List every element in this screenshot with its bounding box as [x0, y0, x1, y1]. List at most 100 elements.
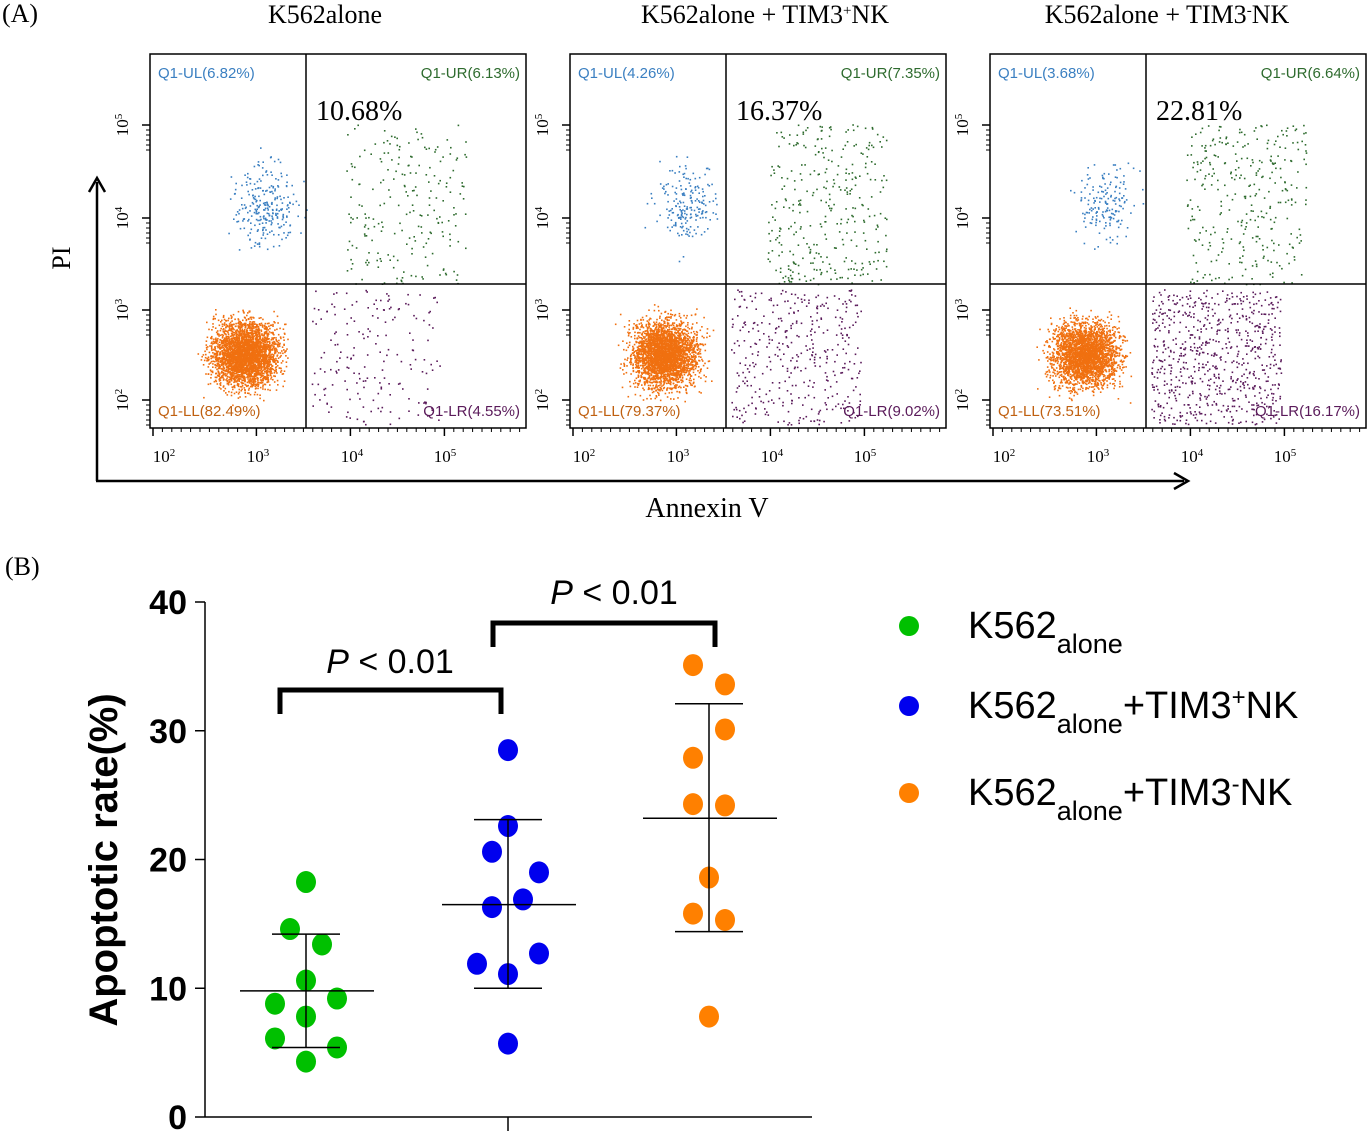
event-dot [802, 133, 805, 135]
event-dot [266, 373, 269, 376]
event-dot [337, 369, 340, 371]
event-dot [850, 239, 853, 242]
event-dot [244, 389, 246, 391]
event-dot [266, 202, 268, 204]
event-dot [380, 386, 383, 389]
event-dot [781, 136, 784, 138]
event-dot [251, 347, 254, 349]
event-dot [241, 347, 244, 349]
event-dot [237, 355, 239, 358]
event-dot [820, 138, 823, 140]
event-dot [212, 318, 215, 321]
event-dot [376, 259, 378, 262]
event-dot [280, 362, 283, 364]
event-dot [700, 213, 703, 215]
event-dot [232, 327, 235, 330]
event-dot [259, 376, 262, 379]
event-dot [236, 366, 238, 368]
event-dot [219, 377, 221, 380]
event-dot [261, 370, 263, 373]
event-dot [276, 350, 278, 353]
event-dots [197, 124, 468, 426]
event-dot [210, 337, 212, 340]
event-dot [389, 143, 391, 145]
event-dot [257, 341, 260, 344]
event-dot [241, 374, 243, 377]
event-dot [880, 279, 882, 281]
event-dot [662, 372, 665, 374]
event-dot [786, 177, 789, 180]
event-dot [270, 324, 273, 326]
event-dot [237, 357, 240, 360]
event-dot [212, 348, 215, 351]
event-dot [792, 261, 795, 263]
event-dot [846, 193, 849, 195]
event-dot [256, 378, 259, 380]
event-dot [215, 339, 217, 341]
event-dot [258, 195, 260, 198]
event-dot [770, 174, 772, 177]
event-dot [245, 354, 247, 356]
event-dot [256, 204, 258, 207]
event-dot [651, 197, 653, 199]
event-dot [819, 223, 822, 225]
event-dot [234, 347, 236, 350]
event-dot [224, 387, 227, 390]
quadrant-lr-label: Q1-LR(4.55%) [423, 403, 520, 420]
event-dot [387, 254, 389, 256]
event-dot [851, 172, 854, 174]
event-dot [256, 374, 259, 376]
event-dot [255, 343, 257, 345]
event-dot [245, 342, 247, 344]
event-dot [221, 352, 223, 354]
event-dot [671, 226, 673, 228]
event-dot [396, 353, 399, 356]
event-dot [234, 318, 236, 321]
event-dot [803, 144, 805, 147]
event-dot [433, 297, 435, 299]
event-dot [433, 209, 435, 212]
event-dot [863, 221, 866, 223]
event-dot [842, 243, 845, 246]
event-dot [266, 233, 269, 235]
event-dot [680, 216, 682, 219]
event-dot [228, 365, 231, 368]
quadrant-ur-label: Q1-UR(6.13%) [421, 65, 520, 82]
event-dot [799, 173, 802, 175]
event-dot [263, 226, 266, 229]
event-dot [250, 382, 252, 385]
event-dot [346, 388, 348, 391]
event-dot [367, 336, 369, 338]
event-dot [255, 357, 257, 359]
event-dot [266, 203, 269, 206]
event-dot [241, 353, 244, 356]
event-dot [246, 184, 248, 186]
event-dot [247, 357, 250, 359]
event-dot [266, 358, 268, 361]
event-dot [673, 327, 676, 330]
event-dot [279, 336, 282, 338]
event-dot [416, 194, 418, 197]
event-dot [262, 378, 265, 380]
event-dot [229, 349, 232, 352]
event-dot [644, 226, 647, 229]
event-dot [852, 129, 855, 132]
event-dot [222, 314, 225, 317]
event-dot [227, 369, 230, 371]
event-dot [372, 218, 375, 220]
event-dot [248, 340, 250, 343]
event-dot [879, 191, 882, 193]
event-dot [226, 362, 228, 365]
event-dot [258, 333, 260, 335]
event-dot [651, 353, 653, 355]
event-dot [226, 348, 228, 350]
event-dot [273, 333, 275, 336]
event-dot [266, 212, 269, 215]
event-dot [266, 369, 269, 372]
event-dot [660, 312, 663, 315]
event-dot [773, 172, 776, 174]
event-dot [861, 262, 864, 265]
event-dot [244, 348, 247, 350]
event-dot [213, 338, 215, 341]
event-dot [271, 365, 274, 367]
